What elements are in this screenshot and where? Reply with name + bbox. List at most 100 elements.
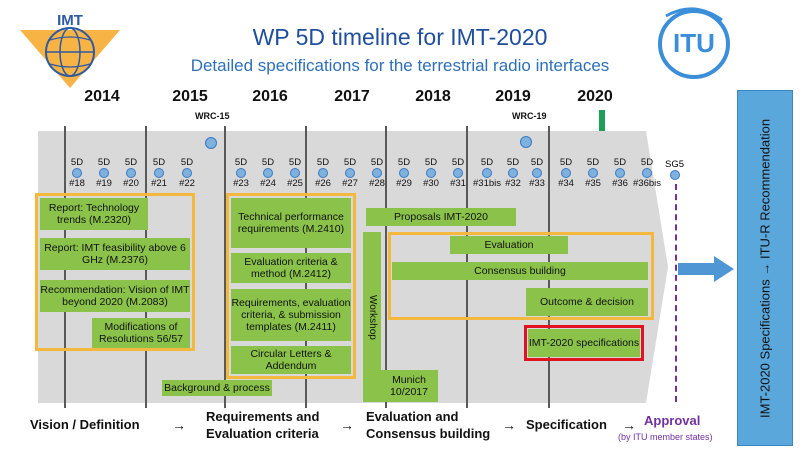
meeting-number: #33 [529, 178, 545, 189]
phase-evaluation-1: Evaluation and [366, 409, 459, 424]
meeting-number: #24 [260, 178, 276, 189]
req-circular-letters: Circular Letters & Addendum [231, 346, 351, 374]
meeting-number: #36bis [633, 178, 661, 189]
meeting-top: 5D [316, 157, 330, 168]
phase-specification: Specification [526, 417, 607, 432]
phase-vision: Vision / Definition [30, 417, 140, 432]
vision-modifications: Modifications of Resolutions 56/57 [92, 318, 190, 348]
wrc19-itu-icon [520, 136, 532, 148]
year-label: 2015 [172, 88, 208, 105]
meeting-marker: 5D #26 [308, 157, 338, 189]
imt-logo: IMT [20, 10, 120, 90]
wrc15-label: WRC-15 [195, 111, 230, 121]
meeting-marker: 5D #19 [89, 157, 119, 189]
year-label: 2020 [577, 88, 613, 105]
sg5-dashed-line [675, 184, 677, 402]
meeting-number: #31bis [473, 178, 501, 189]
meeting-marker: 5D #34 [551, 157, 581, 189]
meeting-number: #28 [369, 178, 385, 189]
meeting-marker: 5D #23 [226, 157, 256, 189]
vision-report-tech-trends: Report: Technology trends (M.2320) [40, 198, 148, 230]
timeline-band-tip [646, 131, 668, 403]
meeting-number: #19 [96, 178, 112, 189]
meeting-number: #36 [612, 178, 628, 189]
meeting-marker: 5D #35 [578, 157, 608, 189]
meeting-marker: 5D #30 [416, 157, 446, 189]
year-divider [224, 126, 226, 408]
year-divider [385, 126, 387, 408]
meeting-marker: 5D #22 [172, 157, 202, 189]
meeting-marker: 5D #29 [389, 157, 419, 189]
itu-icon [532, 168, 542, 178]
year-label: 2014 [84, 88, 120, 105]
meeting-number: #26 [315, 178, 331, 189]
itu-icon [561, 168, 571, 178]
meeting-marker: 5D #33 [522, 157, 552, 189]
meeting-top: 5D [70, 157, 84, 168]
meeting-marker: 5D #36 [605, 157, 635, 189]
itu-icon [154, 168, 164, 178]
meeting-marker: 5D #18 [62, 157, 92, 189]
sg5-itu-icon [670, 170, 680, 180]
right-panel-label: IMT-2020 Specifications → ITU-R Recommen… [757, 118, 773, 418]
eval-outcome-decision: Outcome & decision [526, 288, 648, 316]
itu-icon [290, 168, 300, 178]
itu-icon [642, 168, 652, 178]
wrc19-label: WRC-19 [512, 111, 547, 121]
meeting-top: 5D [288, 157, 302, 168]
meeting-number: #29 [396, 178, 412, 189]
right-panel [737, 90, 793, 446]
eval-evaluation: Evaluation [450, 236, 568, 254]
phase-arrow: → [172, 417, 186, 433]
phase-arrow: → [340, 417, 354, 433]
meeting-top: 5D [586, 157, 600, 168]
eval-consensus-building: Consensus building [392, 262, 648, 280]
meeting-number: #34 [558, 178, 574, 189]
meeting-top: 5D [559, 157, 573, 168]
phase-requirements-1: Requirements and [206, 409, 320, 424]
meeting-marker: 5D #24 [253, 157, 283, 189]
meeting-marker: 5D #21 [144, 157, 174, 189]
meeting-top: 5D [180, 157, 194, 168]
itu-icon [182, 168, 192, 178]
itu-icon [426, 168, 436, 178]
itu-icon [508, 168, 518, 178]
req-submission-templates: Requirements, evaluation criteria, & sub… [231, 289, 351, 341]
itu-icon [72, 168, 82, 178]
approval-note: (by ITU member states) [618, 432, 713, 442]
phase-arrow: → [622, 417, 636, 433]
meeting-number: #23 [233, 178, 249, 189]
meeting-top: 5D [397, 157, 411, 168]
meeting-top: 5D [124, 157, 138, 168]
meeting-number: #21 [151, 178, 167, 189]
spec-box: IMT-2020 specifications [528, 329, 640, 357]
itu-icon [482, 168, 492, 178]
phase-requirements-2: Evaluation criteria [206, 426, 319, 441]
evaluation-group-box [388, 232, 654, 320]
meeting-top: 5D [97, 157, 111, 168]
meeting-marker: 5D #27 [335, 157, 365, 189]
meeting-top: 5D [480, 157, 494, 168]
itu-icon [588, 168, 598, 178]
phase-evaluation-2: Consensus building [366, 426, 491, 441]
meeting-top: 5D [343, 157, 357, 168]
year-label: 2019 [495, 88, 531, 105]
phase-approval: Approval [644, 413, 701, 428]
req-evaluation-criteria: Evaluation criteria & method (M.2412) [231, 253, 351, 283]
itu-logo: ITU [652, 6, 736, 80]
itu-icon [263, 168, 273, 178]
itu-icon [318, 168, 328, 178]
meeting-number: #35 [585, 178, 601, 189]
year-label: 2016 [252, 88, 288, 105]
meeting-top: 5D [640, 157, 654, 168]
blue-right-arrow-icon [678, 256, 734, 282]
page-title: WP 5D timeline for IMT-2020 [252, 24, 548, 50]
vision-recommendation: Recommendation: Vision of IMT beyond 202… [40, 280, 190, 312]
vision-group-box [35, 193, 195, 351]
meeting-marker: 5D #31bis [468, 157, 506, 189]
requirements-group-box [226, 193, 356, 379]
meeting-number: #30 [423, 178, 439, 189]
itu-icon [236, 168, 246, 178]
meeting-number: #27 [342, 178, 358, 189]
meeting-marker: 5D #20 [116, 157, 146, 189]
